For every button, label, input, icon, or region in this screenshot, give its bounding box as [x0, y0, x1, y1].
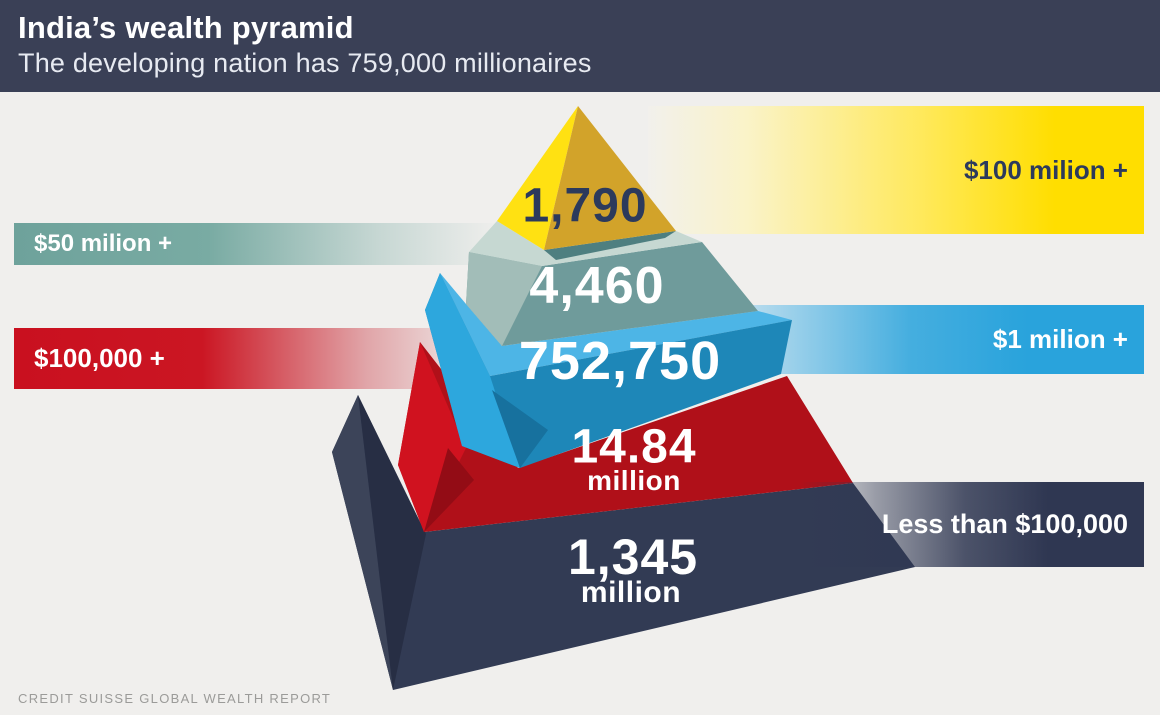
value-100-thousand-unit: million [587, 465, 681, 496]
band-less-than-100k: Less than $100,000 [800, 482, 1144, 567]
pyramid-level-50m [466, 221, 758, 346]
band-100-million: $100 milion + [648, 106, 1144, 234]
value-100-million: 1,790 [522, 179, 648, 233]
value-100-thousand: 14.84 [571, 420, 697, 474]
source-credit: CREDIT SUISSE GLOBAL WEALTH REPORT [18, 691, 332, 706]
page-title: India’s wealth pyramid [18, 10, 354, 45]
value-less-than-100k-unit: million [580, 576, 682, 609]
band-100-thousand-label: $100,000 + [34, 343, 165, 373]
page-subtitle: The developing nation has 759,000 millio… [18, 48, 592, 78]
band-less-than-100k-label: Less than $100,000 [881, 509, 1128, 539]
pyramid-level-100m [497, 106, 676, 250]
pyramid-level-less-100k [332, 395, 915, 690]
band-100-thousand: $100,000 + [14, 328, 484, 389]
band-50-million: $50 milion + [14, 223, 500, 265]
value-50-million: 4,460 [529, 257, 665, 315]
band-100-million-label: $100 milion + [963, 154, 1128, 185]
pyramid-level-1m [425, 273, 792, 468]
value-less-than-100k: 1,345 [567, 529, 699, 585]
header-bar: India’s wealth pyramid The developing na… [0, 0, 1160, 92]
pyramid-level-100k [398, 342, 853, 532]
band-50-million-label: $50 milion + [34, 230, 173, 257]
band-1-million-label: $1 milion + [992, 324, 1128, 354]
value-1-million: 752,750 [518, 331, 722, 391]
